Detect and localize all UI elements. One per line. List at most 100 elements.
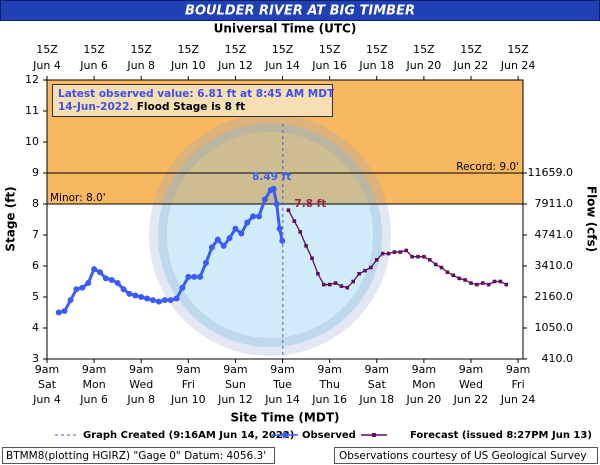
- x2-tick-label: Jun 8: [126, 59, 155, 72]
- point: [261, 196, 268, 203]
- x-tick-label: 9am: [506, 363, 530, 376]
- x-tick-label: 9am: [317, 363, 341, 376]
- x-tick-label: Sat: [38, 378, 57, 391]
- y2-tick-label: 3410.0: [535, 259, 574, 272]
- point: [480, 281, 485, 285]
- x-tick-label: 9am: [270, 363, 294, 376]
- info-flood: Flood Stage is 8 ft: [137, 101, 245, 113]
- x2-tick-label: 15Z: [319, 43, 341, 56]
- point: [214, 236, 221, 243]
- x-tick-label: Fri: [182, 378, 195, 391]
- point: [73, 286, 80, 293]
- point: [286, 208, 291, 212]
- x2-tick-label: Jun 16: [311, 59, 347, 72]
- point: [339, 284, 344, 288]
- y-tick-label: 9: [32, 166, 39, 179]
- point: [276, 225, 283, 232]
- x-tick-label: Jun 16: [311, 393, 347, 406]
- x-tick-label: Fri: [512, 378, 525, 391]
- legend-marker: [282, 432, 288, 438]
- x-tick-label: Jun 8: [126, 393, 155, 406]
- point: [273, 201, 280, 207]
- x-tick-label: Jun 10: [170, 393, 206, 406]
- x-tick-label: 9am: [223, 363, 247, 376]
- y-tick-label: 8: [32, 197, 39, 210]
- x-tick-label: Jun 6: [79, 393, 108, 406]
- x-tick-label: 9am: [176, 363, 200, 376]
- y-tick-label: 10: [25, 135, 39, 148]
- point: [61, 307, 68, 314]
- point: [321, 282, 326, 287]
- legend-marker: [372, 433, 376, 437]
- x-tick-label: Sat: [368, 378, 387, 391]
- x2-tick-label: Jun 20: [406, 59, 442, 72]
- x-tick-label: 9am: [82, 363, 106, 376]
- x-tick-label: Jun 14: [264, 393, 300, 406]
- point: [244, 219, 251, 226]
- point: [310, 256, 314, 261]
- x2-tick-label: Jun 10: [170, 59, 206, 72]
- y2-axis-title: Flow (cfs): [585, 186, 599, 252]
- x2-tick-label: 15Z: [366, 43, 388, 56]
- point: [316, 271, 320, 276]
- x2-tick-label: Jun 14: [264, 59, 300, 72]
- info-line: Latest observed value: 6.81 ft at 8:45 A…: [58, 88, 335, 100]
- x-tick-label: 9am: [365, 363, 389, 376]
- x2-tick-label: 15Z: [178, 43, 200, 56]
- point: [279, 237, 286, 244]
- plot-frame: [46, 79, 524, 360]
- watermark: [149, 114, 391, 356]
- point: [149, 297, 156, 304]
- point: [114, 280, 121, 287]
- point: [292, 219, 297, 223]
- x-tick-label: Jun 4: [32, 393, 61, 406]
- x2-tick-label: Jun 24: [500, 59, 536, 72]
- point: [179, 284, 186, 291]
- x2-tick-label: 15Z: [507, 43, 529, 56]
- point: [202, 259, 209, 266]
- point: [120, 286, 127, 293]
- point: [351, 279, 356, 284]
- annotation: 8.49 ft: [252, 171, 291, 183]
- threshold-label: Record: 9.0': [456, 161, 519, 173]
- point: [155, 298, 162, 305]
- point: [96, 269, 103, 276]
- point: [345, 285, 350, 290]
- point: [91, 266, 98, 273]
- x-tick-label: Tue: [272, 378, 292, 391]
- point: [392, 250, 397, 254]
- point: [410, 254, 414, 259]
- info-box-frame: [52, 84, 333, 117]
- y-tick-label: 11: [25, 104, 39, 117]
- y2-tick-label: 7911.0: [535, 197, 574, 210]
- legend-label: Forecast (issued 8:27PM Jun 13): [410, 430, 592, 441]
- point: [270, 185, 277, 192]
- point: [363, 268, 367, 273]
- chart-title: BOULDER RIVER AT BIG TIMBER: [185, 4, 415, 19]
- annotation: 7.8 ft: [294, 198, 326, 210]
- info-box: Latest observed value: 6.81 ft at 8:45 A…: [52, 84, 335, 117]
- point: [357, 271, 361, 276]
- top-axis-title: Universal Time (UTC): [214, 22, 357, 36]
- y2-tick-label: 410.0: [542, 352, 574, 365]
- x2-tick-label: Jun 22: [453, 59, 489, 72]
- point: [398, 250, 403, 254]
- threshold-label: Minor: 8.0': [50, 192, 106, 204]
- point: [79, 284, 86, 291]
- footer-left-box: [2, 447, 275, 464]
- x-tick-label: 9am: [459, 363, 483, 376]
- point: [167, 297, 174, 304]
- y2-tick-label: 11659.0: [528, 166, 574, 179]
- x-tick-label: Wed: [129, 378, 153, 391]
- x2-tick-label: 15Z: [83, 43, 105, 56]
- point: [255, 213, 262, 220]
- point: [327, 282, 332, 287]
- point: [333, 281, 338, 285]
- x2-tick-label: 15Z: [272, 43, 294, 56]
- point: [238, 230, 245, 237]
- point: [498, 279, 503, 284]
- x-tick-label: Mon: [83, 378, 106, 391]
- x-axis-title: Site Time (MDT): [231, 411, 340, 425]
- x-tick-label: Jun 20: [406, 393, 442, 406]
- info-line: 14-Jun-2022. Flood Stage is 8 ft: [58, 101, 245, 113]
